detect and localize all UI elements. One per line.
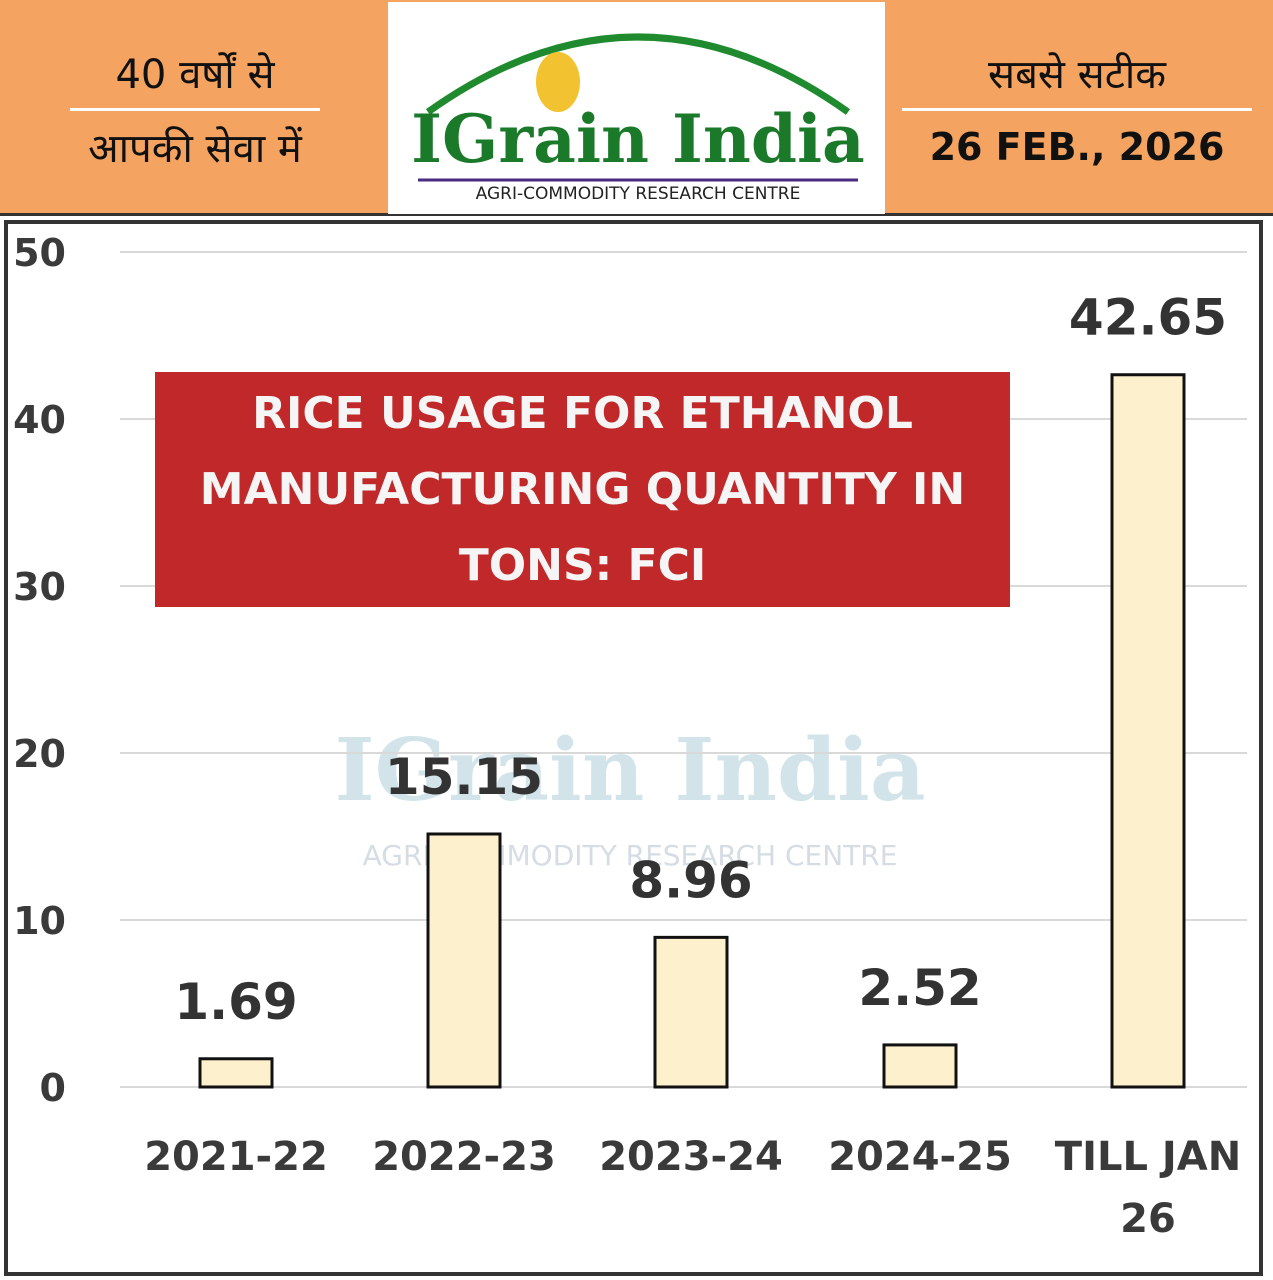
header-text: 40 वर्षों से	[115, 52, 275, 98]
y-tick-label: 10	[13, 899, 66, 943]
divider	[70, 108, 320, 111]
y-tick-label: 0	[40, 1066, 66, 1110]
header: 40 वर्षों से आपकी सेवा में IGrain India …	[0, 0, 1273, 216]
value-label: 2.52	[858, 959, 981, 1017]
watermark: IGrain India	[334, 720, 925, 821]
bar	[653, 935, 729, 1089]
y-tick-label: 40	[13, 398, 66, 442]
logo-art: IGrain India AGRI-COMMODITY RESEARCH CEN…	[411, 33, 865, 204]
header-right: सबसे सटीक 26 FEB., 2026	[902, 45, 1252, 169]
value-label: 42.65	[1069, 289, 1227, 347]
x-tick-label: 2024-25	[828, 1134, 1012, 1180]
x-tick-label: 2022-23	[372, 1134, 556, 1180]
bar	[1110, 373, 1186, 1089]
logo-subtitle: AGRI-COMMODITY RESEARCH CENTRE	[476, 184, 801, 204]
value-label: 15.15	[385, 748, 543, 806]
logo-text: IGrain India	[411, 100, 865, 178]
header-date: 26 FEB., 2026	[929, 125, 1225, 169]
bar	[882, 1043, 958, 1089]
header-text: आपकी सेवा में	[88, 126, 302, 172]
chart-title: RICE USAGE FOR ETHANOL MANUFACTURING QUA…	[155, 372, 1010, 607]
chart-border	[4, 220, 1263, 1276]
bar	[198, 1057, 274, 1089]
y-tick-label: 20	[13, 732, 66, 776]
value-label: 1.69	[174, 973, 297, 1031]
value-label: 8.96	[629, 851, 752, 909]
x-tick-label: TILL JAN 26	[1054, 1134, 1242, 1242]
y-tick-label: 30	[13, 565, 66, 609]
y-tick-label: 50	[13, 231, 66, 275]
x-tick-label: 2021-22	[144, 1134, 328, 1180]
logo: IGrain India AGRI-COMMODITY RESEARCH CEN…	[388, 2, 885, 214]
bar	[426, 832, 502, 1089]
header-left: 40 वर्षों से आपकी सेवा में	[60, 45, 330, 174]
divider	[902, 108, 1252, 111]
header-text: सबसे सटीक	[988, 52, 1166, 98]
x-tick-label: 2023-24	[599, 1134, 783, 1180]
